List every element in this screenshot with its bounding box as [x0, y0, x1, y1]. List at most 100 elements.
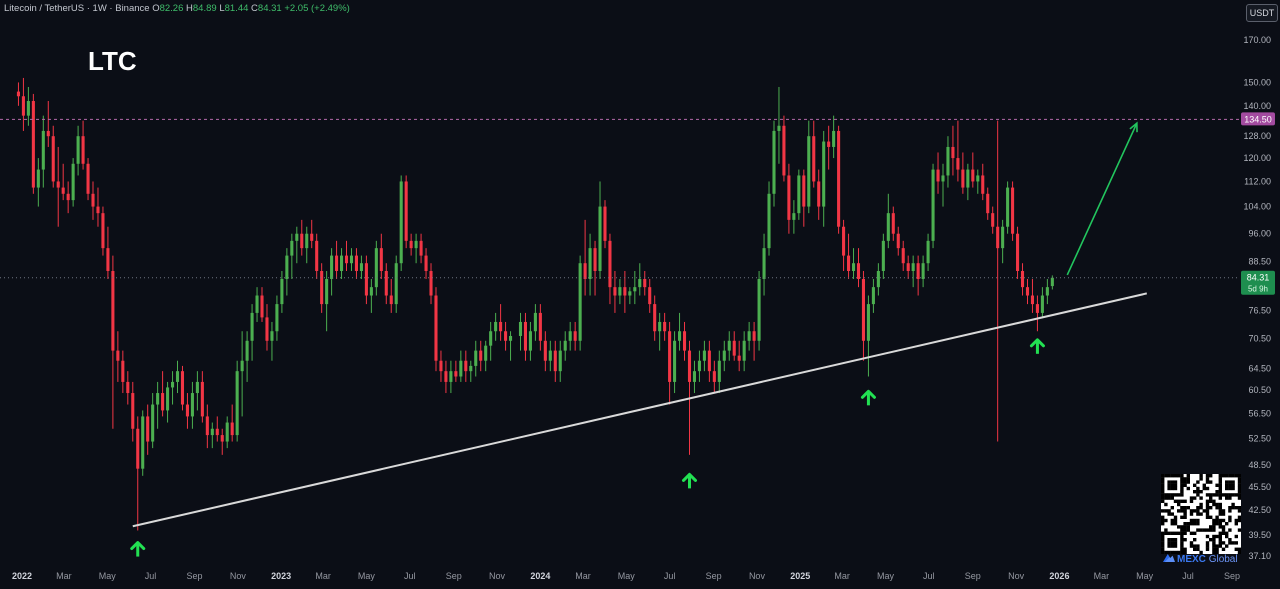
qr-module: [1228, 515, 1232, 519]
bounce-arrow-icon: [130, 541, 146, 557]
candle-body: [464, 360, 468, 372]
time-axis[interactable]: 2022 Mar May Jul Sep Nov 2023 Mar May Jul Sep Nov 20…: [12, 571, 1240, 581]
qr-module: [1180, 506, 1184, 510]
time-tick-label: Mar: [56, 571, 72, 581]
qr-module: [1205, 506, 1210, 510]
candle: [31, 93, 35, 194]
candle: [310, 219, 314, 249]
candle: [86, 158, 90, 201]
price-tick-label: 37.10: [1248, 551, 1271, 561]
qr-module: [1180, 515, 1184, 519]
qr-module: [1177, 509, 1181, 513]
candle: [260, 287, 264, 322]
bounce-arrow-icon: [860, 389, 876, 406]
candle: [26, 86, 30, 126]
candle-body: [409, 240, 413, 249]
candle-body: [866, 304, 870, 341]
candle-body: [538, 312, 542, 341]
candle: [866, 295, 870, 377]
qr-module: [1161, 480, 1165, 484]
candle-body: [976, 175, 980, 182]
candle: [936, 152, 940, 194]
candle: [444, 360, 448, 394]
candle-body: [419, 240, 423, 256]
qr-module: [1180, 550, 1184, 555]
last-price-tag: [1241, 270, 1275, 295]
qr-module: [1218, 506, 1222, 510]
qr-module: [1193, 531, 1197, 535]
time-tick-label: May: [618, 571, 636, 581]
candle: [354, 248, 358, 279]
candle: [697, 350, 701, 382]
qr-module: [1170, 496, 1174, 500]
candle-body: [270, 331, 274, 341]
qr-module: [1199, 512, 1203, 516]
candle: [1016, 226, 1020, 279]
candle: [747, 321, 751, 351]
qr-module: [1173, 550, 1178, 555]
qr-module: [1161, 538, 1165, 542]
price-tick-label: 104.00: [1243, 202, 1271, 212]
candle-body: [653, 304, 657, 332]
candle-body: [871, 287, 875, 305]
candle-body: [633, 287, 637, 292]
candle-body: [210, 428, 214, 436]
qr-module: [1202, 509, 1206, 513]
qr-module: [1189, 512, 1194, 516]
candle: [618, 278, 622, 305]
quote-currency-button[interactable]: USDT: [1246, 4, 1278, 22]
qr-module: [1193, 483, 1197, 487]
qr-module: [1237, 474, 1242, 478]
candle-body: [354, 255, 358, 272]
qr-module: [1167, 512, 1171, 516]
candle-body: [285, 255, 289, 279]
candle-body: [807, 136, 811, 207]
candle-body: [553, 350, 557, 372]
qr-module: [1215, 483, 1219, 487]
candle: [126, 371, 130, 405]
qr-module: [1215, 506, 1219, 510]
candle-body: [792, 213, 796, 220]
price-axis[interactable]: 170.00 150.00 140.00 128.00 120.00 112.00 104.…: [1241, 35, 1275, 561]
candle-body: [429, 271, 433, 296]
candle: [404, 175, 408, 249]
candle-body: [335, 255, 339, 272]
price-tick-label: 56.50: [1248, 408, 1271, 418]
candle-body: [56, 181, 60, 188]
qr-module: [1161, 483, 1165, 487]
candle-body: [131, 393, 135, 429]
qr-module: [1183, 477, 1187, 481]
candle: [315, 233, 319, 279]
candle: [509, 331, 513, 361]
qr-module: [1161, 474, 1165, 478]
candle: [429, 263, 433, 305]
candle: [151, 393, 155, 449]
candle-body: [1006, 187, 1010, 227]
qr-module: [1205, 480, 1210, 484]
price-tick-label: 52.50: [1248, 433, 1271, 443]
qr-module: [1209, 538, 1213, 542]
candle: [330, 248, 334, 296]
candle: [598, 181, 602, 279]
candle: [494, 312, 498, 341]
candle-body: [673, 340, 677, 382]
qr-module: [1212, 525, 1216, 529]
candle-body: [583, 263, 587, 279]
candle: [861, 271, 866, 361]
candle: [305, 226, 309, 264]
candle: [608, 233, 612, 305]
candle-body: [1020, 271, 1025, 288]
candle: [593, 240, 597, 296]
candle-body: [255, 295, 259, 313]
candle-body: [946, 146, 950, 176]
time-tick-label: 2026: [1049, 571, 1069, 581]
candle: [504, 321, 508, 351]
ticker-overlay: LTC: [88, 46, 137, 76]
qr-module: [1180, 528, 1184, 532]
candle: [285, 248, 289, 296]
candle: [369, 278, 373, 313]
qr-module: [1189, 499, 1194, 503]
candle-body: [101, 213, 105, 249]
candle-body: [484, 345, 488, 361]
